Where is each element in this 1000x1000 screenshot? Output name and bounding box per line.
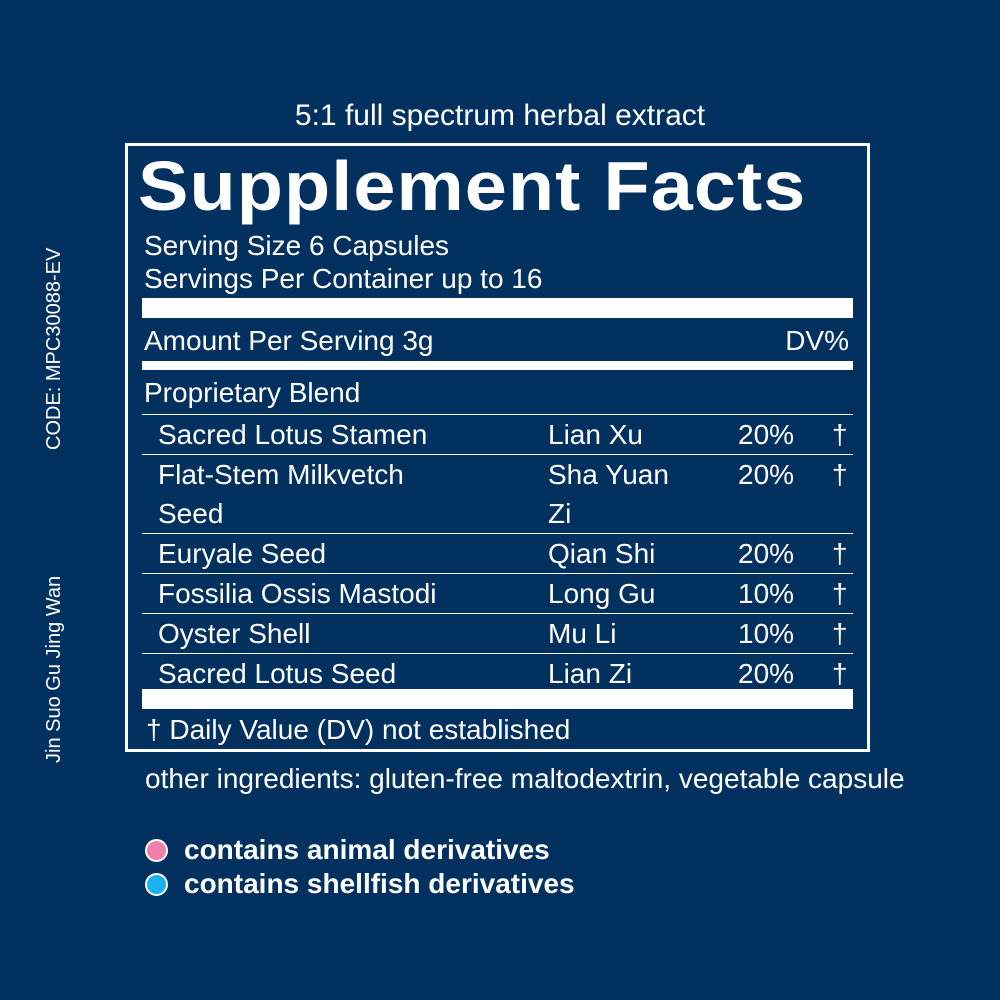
blue-dot-icon [145,872,168,896]
ingredient-name: Euryale Seed [158,538,327,569]
dagger-mark: † [832,658,848,689]
ingredient-pinyin-line2: Zi [548,498,572,529]
ingredient-row: Sacred Lotus Seed Lian Zi 20% † [142,653,853,693]
pink-dot-icon [145,838,168,862]
ingredient-pinyin: Lian Xu [548,419,643,450]
dagger-mark: † [832,419,848,450]
ingredient-pinyin: Mu Li [548,618,617,649]
dagger-mark: † [832,618,848,649]
serving-info: Serving Size 6 Capsules Servings Per Con… [144,229,542,295]
ingredient-row: Oyster Shell Mu Li 10% † [142,613,853,653]
ingredient-row: Euryale Seed Qian Shi 20% † [142,533,853,573]
ingredient-pinyin: Qian Shi [548,538,656,569]
amount-row: Amount Per Serving 3g DV% [144,324,849,358]
ingredient-percent: 20% [738,538,795,569]
legend-shellfish: contains shellfish derivatives [145,867,575,901]
ingredient-row: Fossilia Ossis Mastodi Long Gu 10% † [142,573,853,613]
ingredient-name: Sacred Lotus Stamen [158,419,428,450]
dagger-mark: † [832,538,848,569]
product-name: Jin Suo Gu Jing Wan [43,575,65,763]
legend-animal: contains animal derivatives [145,833,550,867]
product-code: CODE: MPC30088-EV [43,247,65,450]
ingredient-pinyin-line1: Sha Yuan [548,459,669,490]
ingredient-percent: 20% [738,459,795,490]
dagger-mark: † [832,578,848,609]
dv-header: DV% [785,325,849,356]
ingredient-name: Sacred Lotus Seed [158,658,397,689]
ingredient-percent: 10% [738,578,795,609]
ingredient-name: Fossilia Ossis Mastodi [158,578,437,609]
dv-footnote: † Daily Value (DV) not established [146,714,571,745]
ingredient-table: Sacred Lotus Stamen Lian Xu 20% † Flat-S… [142,414,853,693]
tagline: 5:1 full spectrum herbal extract [294,99,706,132]
supplement-facts-panel: Supplement Facts Serving Size 6 Capsules… [125,143,870,752]
other-ingredients: other ingredients: gluten-free maltodext… [145,763,905,794]
blend-title: Proprietary Blend [144,377,361,408]
divider-bar-bottom [142,689,853,709]
divider-bar-top [142,298,853,318]
ingredient-pinyin: Long Gu [548,578,656,609]
dagger-mark: † [832,459,848,490]
ingredient-name: Oyster Shell [158,618,311,649]
ingredient-row: Flat-Stem Milkvetch Seed Sha Yuan Zi 20%… [142,454,853,533]
legend-shellfish-label: contains shellfish derivatives [184,868,575,899]
legend-animal-label: contains animal derivatives [184,834,550,865]
amount-per-serving: Amount Per Serving 3g [144,325,434,356]
ingredient-name-line1: Flat-Stem Milkvetch [158,459,404,490]
ingredient-percent: 10% [738,618,795,649]
ingredient-pinyin: Lian Zi [548,658,633,689]
ingredient-name: Flat-Stem Milkvetch Seed [158,455,538,533]
ingredient-percent: 20% [738,419,795,450]
servings-per-container: Servings Per Container up to 16 [144,263,543,294]
serving-size: Serving Size 6 Capsules [144,230,450,261]
ingredient-pinyin: Sha Yuan Zi [548,455,708,533]
panel-title: Supplement Facts [138,147,807,225]
ingredient-name-line2: Seed [158,498,224,529]
ingredient-row: Sacred Lotus Stamen Lian Xu 20% † [142,414,853,454]
divider-bar-middle [142,361,853,370]
ingredient-percent: 20% [738,658,795,689]
